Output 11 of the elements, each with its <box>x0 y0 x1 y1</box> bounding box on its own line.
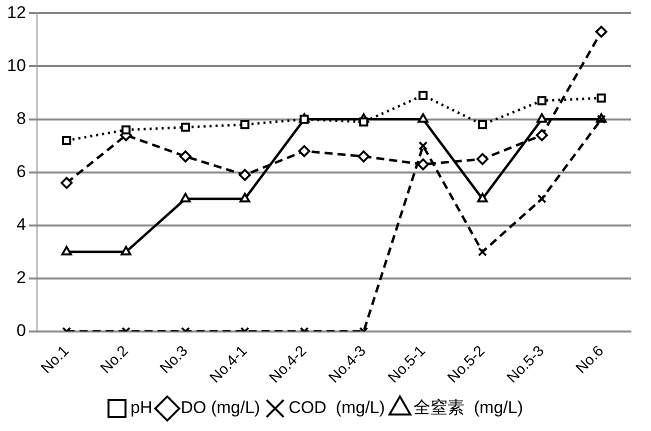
y-tick-label: 12 <box>6 2 26 22</box>
legend-label: COD (mg/L) <box>288 398 385 418</box>
y-tick-label: 0 <box>16 321 26 340</box>
y-tick-label: 10 <box>6 56 26 75</box>
legend-label: 全窒素 (mg/L) <box>413 398 523 418</box>
y-tick-label: 4 <box>16 215 26 234</box>
legend-label: pH <box>130 398 152 418</box>
y-tick-label: 6 <box>16 162 26 182</box>
legend-label: DO (mg/L) <box>180 398 260 418</box>
y-tick-label: 8 <box>16 108 26 128</box>
y-tick-label: 2 <box>16 268 26 288</box>
